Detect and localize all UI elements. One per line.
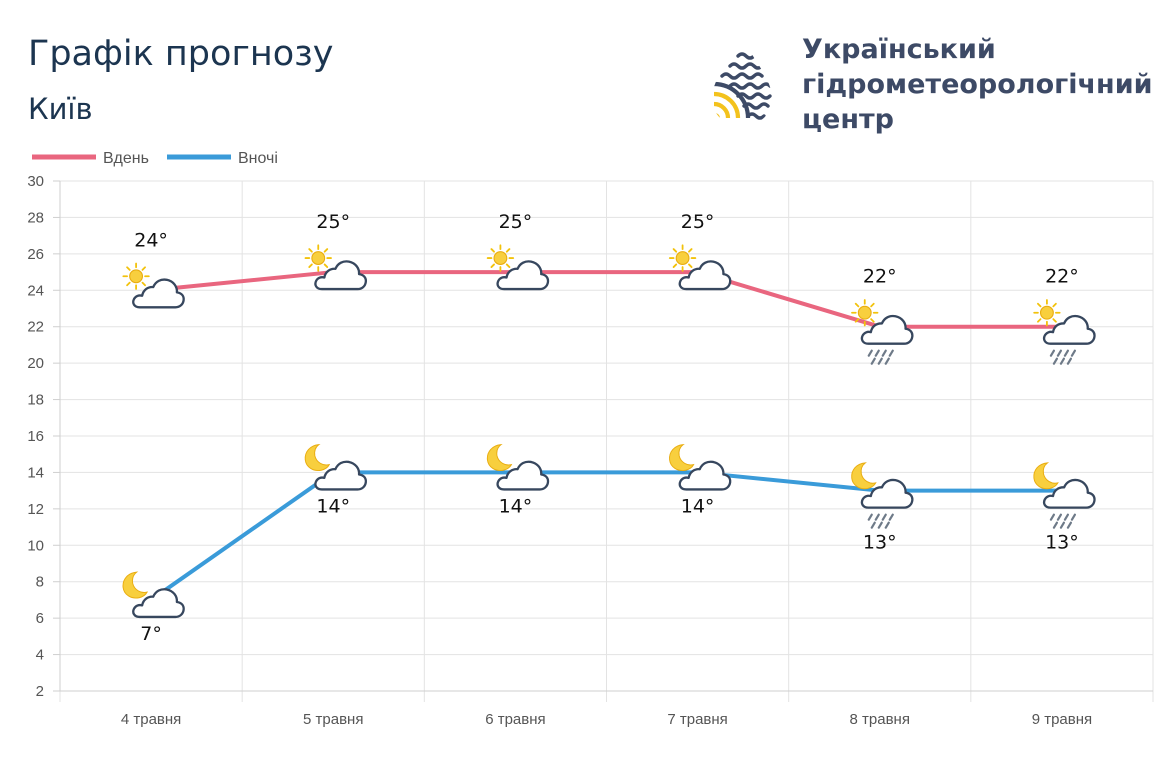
y-tick-label: 24 xyxy=(27,282,44,299)
day-temperature-label: 25° xyxy=(681,211,715,233)
rain-icon xyxy=(1049,513,1077,529)
series-lines xyxy=(149,270,1064,602)
y-tick-label: 22 xyxy=(27,319,44,336)
y-tick-label: 8 xyxy=(36,574,44,591)
x-axis: 4 травня 5 травня 6 травня 7 травня 8 травня… xyxy=(60,690,1153,728)
x-tick-label: 5 травня xyxy=(303,711,363,728)
sun-cloud-rain-icon xyxy=(851,299,914,365)
moon-icon xyxy=(669,444,695,472)
moon-cloud-icon xyxy=(122,571,185,619)
sun-cloud-rain-icon xyxy=(1033,299,1096,365)
moon-cloud-icon xyxy=(486,444,550,491)
day-temperature-label: 24° xyxy=(134,229,168,251)
sun-icon xyxy=(486,244,515,272)
ugmc-logo: Український гідрометеорологічний центр xyxy=(708,34,1153,137)
night-temperature-label: 7° xyxy=(140,623,162,645)
night-temperature-label: 13° xyxy=(1045,532,1079,554)
rain-icon xyxy=(867,349,894,365)
sun-cloud-icon xyxy=(486,244,550,291)
x-tick-label: 9 травня xyxy=(1032,711,1092,728)
chart-grid xyxy=(59,180,1154,702)
sun-cloud-icon xyxy=(668,244,732,291)
x-tick-label: 4 травня xyxy=(121,711,181,728)
y-tick-label: 16 xyxy=(27,428,44,445)
night-temperature-label: 14° xyxy=(499,495,533,517)
x-tick-label: 7 травня xyxy=(667,711,727,728)
x-tick-label: 6 травня xyxy=(485,711,545,728)
logo-text-line-3: центр xyxy=(802,104,894,135)
sun-cloud-icon xyxy=(122,262,185,309)
moon-icon xyxy=(851,462,877,490)
night-temperature-label: 14° xyxy=(316,495,350,517)
legend-day-label: Вдень xyxy=(103,150,149,167)
sun-icon xyxy=(122,262,150,290)
logo-text-line-1: Український xyxy=(802,34,996,65)
moon-cloud-icon xyxy=(304,444,368,491)
sun-cloud-icon xyxy=(304,244,368,291)
night-temperature-label: 14° xyxy=(681,495,715,517)
y-tick-label: 6 xyxy=(36,610,44,627)
moon-icon xyxy=(486,444,512,472)
sun-icon xyxy=(1033,299,1061,327)
cloud-icon xyxy=(1042,314,1096,345)
page-title: Графік прогнозу xyxy=(28,34,334,74)
chart-legend: Вдень Вночі xyxy=(32,150,278,167)
cloud-icon xyxy=(496,260,550,291)
cloud-icon xyxy=(314,260,368,291)
day-temperature-label: 25° xyxy=(499,211,533,233)
moon-icon xyxy=(122,571,148,599)
cloud-icon xyxy=(860,314,914,345)
day-temperature-label: 22° xyxy=(1045,266,1079,288)
night-temperature-line xyxy=(149,470,1064,602)
y-tick-label: 18 xyxy=(27,392,44,409)
y-tick-label: 12 xyxy=(27,501,44,518)
y-tick-label: 4 xyxy=(36,647,44,664)
y-tick-label: 28 xyxy=(27,209,44,226)
day-temperature-label: 25° xyxy=(316,211,350,233)
y-tick-label: 14 xyxy=(27,464,44,481)
night-temperature-label: 13° xyxy=(863,532,897,554)
y-tick-label: 30 xyxy=(27,173,44,190)
moon-icon xyxy=(304,444,330,472)
sun-icon xyxy=(304,244,332,272)
moon-icon xyxy=(1033,462,1059,490)
water-drop-logo-icon xyxy=(712,52,772,123)
y-tick-label: 20 xyxy=(27,355,44,372)
y-tick-label: 26 xyxy=(27,246,44,263)
day-temperature-label: 22° xyxy=(863,266,897,288)
city-name: Київ xyxy=(28,92,93,126)
sun-icon xyxy=(668,244,697,272)
x-tick-label: 8 травня xyxy=(850,711,910,728)
rain-icon xyxy=(1049,349,1077,365)
sun-icon xyxy=(851,299,879,327)
rain-icon xyxy=(867,513,894,529)
moon-cloud-icon xyxy=(669,444,732,491)
weather-icons xyxy=(122,244,1096,619)
cloud-icon xyxy=(678,260,732,291)
legend-night-label: Вночі xyxy=(238,150,278,167)
y-tick-label: 10 xyxy=(27,537,44,554)
cloud-icon xyxy=(132,278,185,309)
y-tick-label: 2 xyxy=(36,683,44,700)
logo-text-line-2: гідрометеорологічний xyxy=(802,69,1153,100)
day-temperature-line xyxy=(149,270,1064,329)
data-labels: 24° 25° 25° 25° 22° 22° 7° 14° 14° 14° 13° 13° xyxy=(134,211,1079,645)
